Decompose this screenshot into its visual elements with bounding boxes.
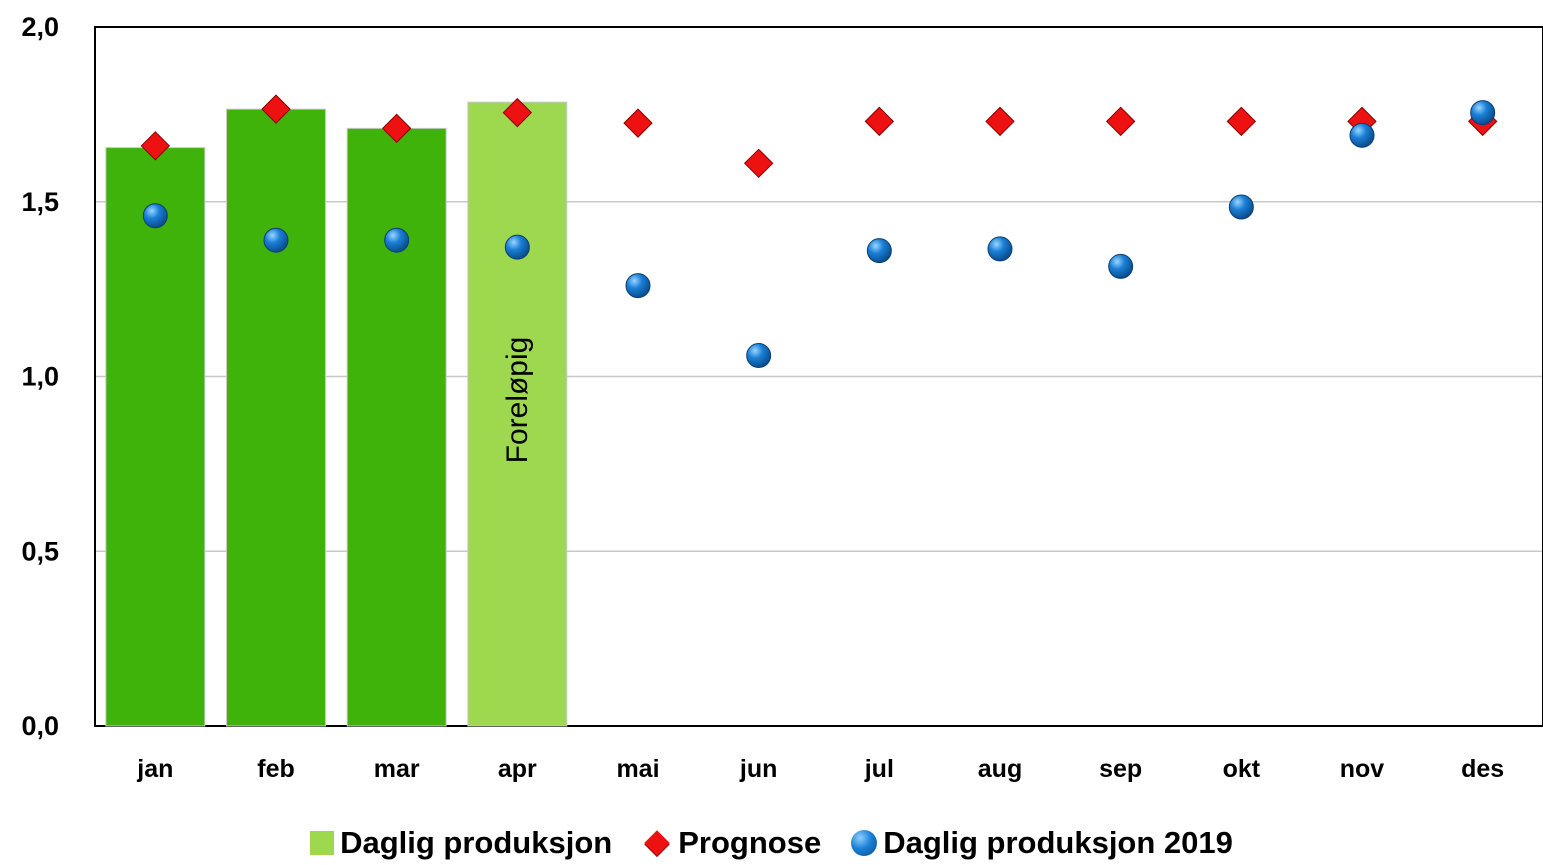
daglig-2019-marker-jun [746,343,772,369]
daglig-2019-marker-des [1470,100,1496,126]
x-tick-label-des: des [1461,755,1504,783]
x-tick-label-sep: sep [1099,755,1142,783]
daglig-2019-marker-mai [625,273,651,299]
y-tick-label: 1,5 [21,187,59,217]
daglig-2019-marker-jan [142,203,168,229]
x-tick-label-okt: okt [1223,755,1261,783]
daglig-2019-marker-mar [384,227,410,253]
x-tick-label-feb: feb [257,755,295,783]
x-tick-label-jun: jun [739,755,778,783]
y-tick-label: 0,5 [21,536,59,566]
legend-item-prognose: Prognose [642,825,821,861]
x-tick-label-jan: jan [136,755,173,783]
legend-item-daglig-produksjon-2019: Daglig produksjon 2019 [851,825,1233,861]
prognose-marker-apr [502,97,533,128]
prognose-markers [140,94,1498,179]
prognose-marker-sep [1105,106,1136,137]
bar-mar [346,127,447,727]
x-tick-label-mar: mar [374,755,420,783]
bar-apr [467,101,568,727]
annotations: Foreløpig [501,337,534,464]
prognose-marker-okt [1226,106,1257,137]
bar-feb [226,108,326,727]
x-tick-label-jul: jul [864,755,894,783]
daglig-2019-marker-apr [504,234,530,260]
plot-area-border [94,26,1543,727]
daglig-2019-marker-jul [866,238,892,264]
legend-label: Daglig produksjon [340,825,613,860]
x-tick-label-nov: nov [1340,755,1385,783]
daglig-2019-marker-sep [1108,253,1134,279]
daglig-2019-marker-nov [1349,122,1375,148]
prognose-marker-mai [623,108,653,138]
y-tick-label: 0,0 [21,711,59,741]
x-tick-label-apr: apr [498,755,537,783]
prognose-marker-jul [864,106,895,137]
x-axis: jan feb mar apr mai jun jul aug sep okt nov des [136,755,1504,783]
legend-swatch-bar [310,831,335,855]
bars [105,101,568,727]
daglig-2019-marker-feb [263,227,289,253]
legend-circle-icon [851,830,878,856]
prognose-marker-aug [985,106,1015,137]
annotation-forelopig: Foreløpig [501,337,534,464]
prognose-marker-mar [381,113,412,144]
y-tick-label: 2,0 [21,12,59,42]
x-tick-label-mai: mai [616,755,659,783]
legend-item-daglig-produksjon: Daglig produksjon [310,825,612,861]
x-tick-label-aug: aug [978,755,1022,783]
daglig-produksjon-2019-markers [142,100,1496,369]
legend-label: Daglig produksjon 2019 [883,825,1233,860]
prognose-marker-jan [140,131,171,161]
daglig-2019-marker-aug [987,236,1013,262]
legend-label: Prognose [678,825,822,860]
daglig-2019-marker-okt [1228,194,1254,220]
gridlines [95,201,1543,552]
prognose-marker-jun [743,148,774,179]
y-tick-label: 1,0 [21,362,59,392]
y-axis: 0,0 0,5 1,0 1,5 2,0 [21,12,59,741]
legend-diamond-icon [644,830,670,856]
bar-jan [105,147,206,727]
legend: Daglig produksjon Prognose Daglig produk… [0,822,1543,864]
prognose-marker-feb [261,94,291,124]
